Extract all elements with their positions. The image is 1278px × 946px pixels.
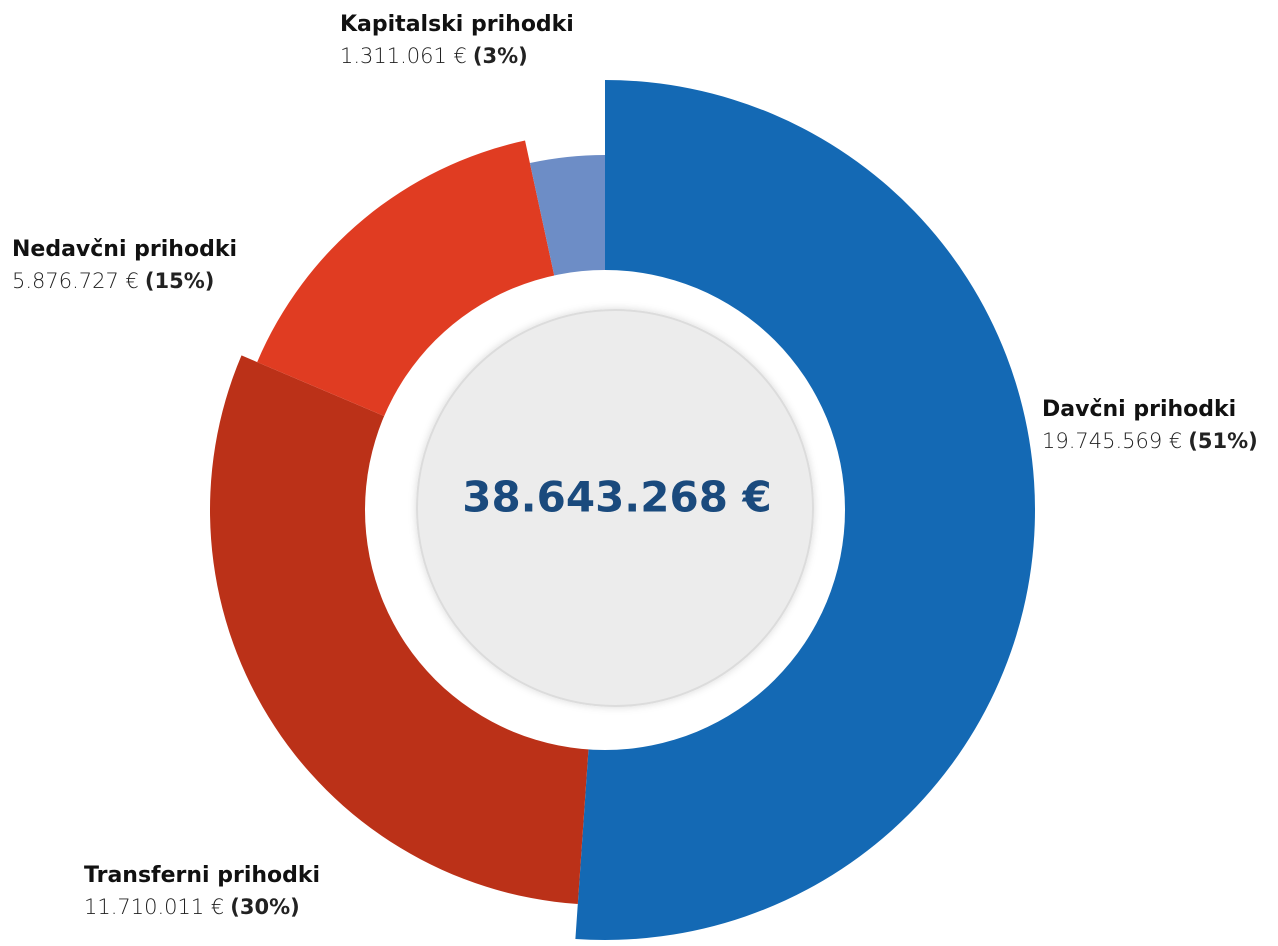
category-label: Kapitalski prihodki: [340, 12, 574, 37]
value-label: 19.745.569 € (51%): [1042, 429, 1258, 453]
percent-text: (51%): [1188, 429, 1257, 453]
value-label: 1.311.061 € (3%): [340, 44, 528, 68]
percent-text: (30%): [230, 895, 299, 919]
slice: [257, 140, 556, 419]
value-text: 11.710.011 €: [84, 895, 224, 919]
value-text: 19.745.569 €: [1042, 429, 1182, 453]
percent-text: (15%): [145, 269, 214, 293]
value-text: 5.876.727 €: [12, 269, 139, 293]
total-label: 38.643.268 €: [462, 473, 772, 522]
value-label: 5.876.727 € (15%): [12, 269, 214, 293]
center-circle: [416, 309, 814, 707]
slice: [575, 80, 1035, 940]
percent-text: (3%): [473, 44, 528, 68]
value-text: 1.311.061 €: [340, 44, 467, 68]
slice: [529, 155, 605, 281]
category-label: Transferni prihodki: [84, 863, 320, 888]
category-label: Davčni prihodki: [1042, 397, 1236, 422]
value-label: 11.710.011 € (30%): [84, 895, 300, 919]
category-label: Nedavčni prihodki: [12, 237, 237, 262]
